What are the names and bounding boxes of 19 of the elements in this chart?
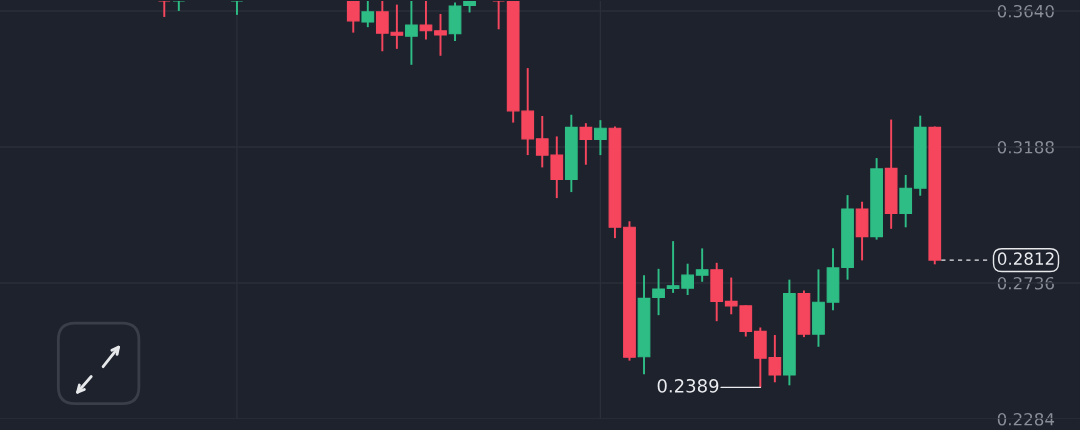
candlestick [594,119,607,157]
annotation: 0.2389 [657,378,719,393]
candlestick [695,247,709,283]
candlestick [157,1,171,18]
candlestick [579,122,593,166]
candlestick [230,1,244,16]
candlestick [346,1,360,34]
y-tick-label: 0.3188 [997,140,1054,154]
candlestick [361,1,375,29]
candlestick [652,267,665,317]
y-tick-label: 0.2736 [997,276,1054,290]
y-tick-label: 0.3640 [997,4,1054,18]
candlestick [172,1,186,12]
candlestick [405,1,418,66]
candlestick [434,12,447,57]
candlestick [492,1,506,31]
ref-line-label: 0.2812 [997,252,1054,265]
y-tick-label: 0.2284 [997,412,1055,426]
candlestick [419,1,433,41]
